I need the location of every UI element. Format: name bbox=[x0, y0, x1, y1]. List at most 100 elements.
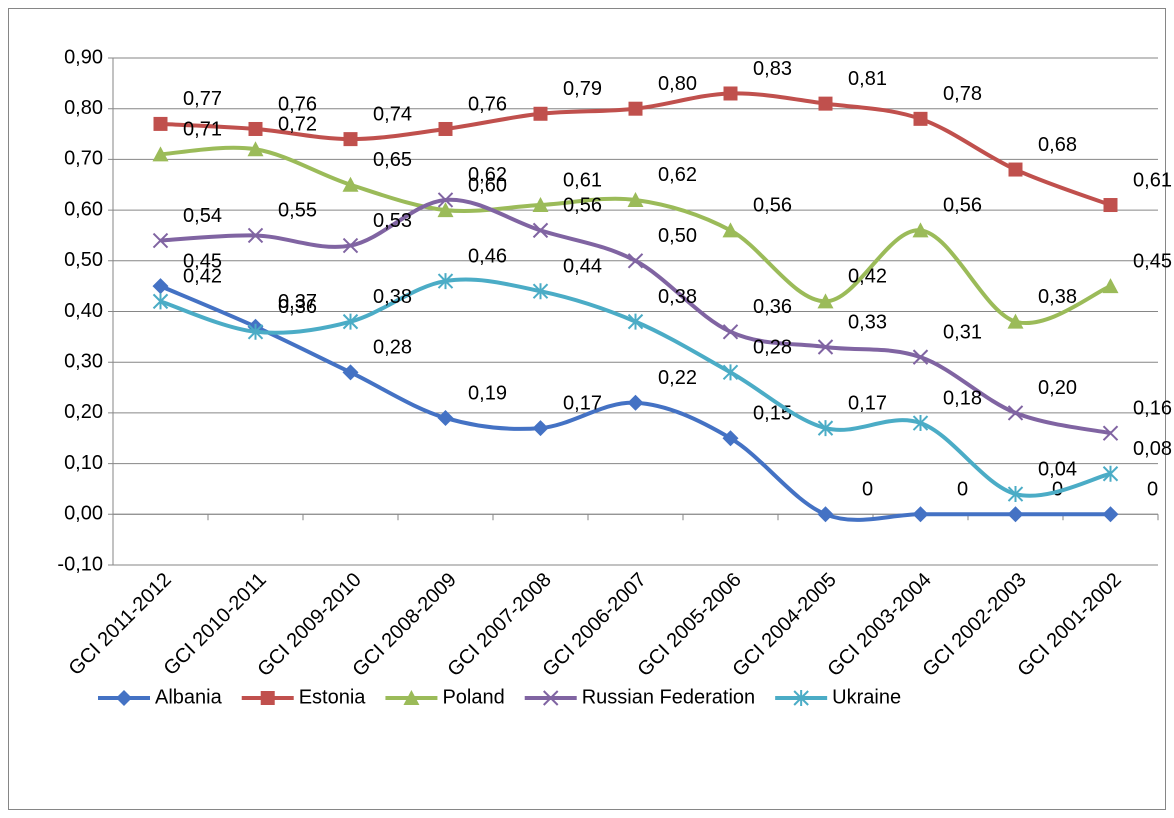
marker bbox=[913, 111, 928, 126]
marker bbox=[722, 430, 739, 447]
series-line bbox=[159, 277, 1111, 498]
y-tick-label: 0,70 bbox=[64, 148, 103, 170]
data-label: 0,61 bbox=[563, 169, 602, 191]
data-label: 0,56 bbox=[563, 195, 602, 217]
marker bbox=[247, 227, 264, 244]
data-label: 0,72 bbox=[278, 114, 317, 136]
data-label: 0,45 bbox=[1133, 250, 1172, 272]
legend-label: Estonia bbox=[299, 686, 367, 708]
marker bbox=[627, 191, 644, 207]
y-tick-label: -0,10 bbox=[57, 553, 103, 575]
data-label: 0,15 bbox=[753, 403, 792, 425]
data-label: 0,17 bbox=[848, 392, 887, 414]
marker bbox=[1102, 278, 1119, 294]
marker bbox=[342, 237, 359, 254]
marker bbox=[722, 364, 739, 381]
data-label: 0,38 bbox=[658, 286, 697, 308]
marker bbox=[342, 176, 359, 192]
marker bbox=[1007, 313, 1024, 329]
marker bbox=[627, 394, 644, 411]
data-label: 0,44 bbox=[563, 256, 602, 278]
data-label: 0,28 bbox=[753, 337, 792, 359]
series-line bbox=[160, 145, 1112, 326]
data-label: 0,76 bbox=[278, 93, 317, 115]
data-label: 0,80 bbox=[658, 73, 697, 95]
marker bbox=[248, 121, 263, 136]
marker bbox=[912, 415, 929, 432]
y-tick-label: 0,80 bbox=[64, 97, 103, 119]
y-tick-label: 0,10 bbox=[64, 452, 103, 474]
y-tick-label: 0,60 bbox=[64, 198, 103, 220]
data-label: 0,22 bbox=[658, 367, 697, 389]
marker bbox=[912, 349, 929, 365]
y-tick-label: 0,40 bbox=[64, 300, 103, 322]
data-label: 0,74 bbox=[373, 103, 412, 125]
data-label: 0,37 bbox=[278, 291, 317, 313]
marker bbox=[1007, 506, 1024, 523]
marker bbox=[532, 197, 549, 213]
marker bbox=[627, 313, 644, 330]
marker bbox=[437, 409, 454, 426]
marker bbox=[817, 293, 834, 309]
data-label: 0,42 bbox=[183, 266, 222, 288]
data-label: 0,42 bbox=[848, 266, 887, 288]
marker bbox=[437, 273, 454, 290]
data-label: 0,04 bbox=[1038, 458, 1077, 480]
data-label: 0,33 bbox=[848, 311, 887, 333]
marker bbox=[1008, 162, 1023, 177]
data-label: 0,19 bbox=[468, 382, 507, 404]
data-label: 0,62 bbox=[468, 164, 507, 186]
marker bbox=[817, 506, 834, 523]
marker bbox=[543, 690, 559, 706]
marker bbox=[152, 293, 169, 310]
data-label: 0,76 bbox=[468, 93, 507, 115]
y-tick-label: 0,50 bbox=[64, 249, 103, 271]
marker bbox=[1102, 506, 1119, 523]
marker bbox=[723, 86, 738, 101]
data-label: 0,56 bbox=[753, 195, 792, 217]
data-label: 0,56 bbox=[943, 195, 982, 217]
data-label: 0,16 bbox=[1133, 397, 1172, 419]
data-label: 0,68 bbox=[1038, 134, 1077, 156]
data-label: 0,71 bbox=[183, 119, 222, 141]
y-tick-label: 0,90 bbox=[64, 46, 103, 68]
data-label: 0,83 bbox=[753, 58, 792, 80]
data-label: 0,53 bbox=[373, 210, 412, 232]
marker bbox=[1007, 405, 1024, 421]
data-label: 0,79 bbox=[563, 78, 602, 100]
marker bbox=[116, 690, 132, 706]
marker bbox=[1102, 465, 1119, 482]
marker bbox=[152, 232, 169, 249]
data-label: 0,20 bbox=[1038, 377, 1077, 399]
marker bbox=[532, 222, 549, 239]
data-label: 0,78 bbox=[943, 83, 982, 105]
data-label: 0,36 bbox=[278, 296, 317, 318]
marker bbox=[343, 132, 358, 147]
data-label: 0,55 bbox=[278, 200, 317, 222]
data-label: 0,36 bbox=[753, 296, 792, 318]
marker bbox=[342, 364, 359, 381]
y-tick-label: 0,30 bbox=[64, 350, 103, 372]
marker bbox=[912, 222, 929, 238]
data-label: 0,54 bbox=[183, 205, 222, 227]
data-label: 0,28 bbox=[373, 337, 412, 359]
legend-label: Russian Federation bbox=[582, 686, 755, 708]
data-label: 0 bbox=[1147, 479, 1158, 501]
marker bbox=[153, 116, 168, 131]
data-label: 0,38 bbox=[373, 286, 412, 308]
marker bbox=[342, 313, 359, 330]
marker bbox=[1102, 425, 1119, 441]
marker bbox=[532, 283, 549, 300]
y-tick-label: 0,20 bbox=[64, 401, 103, 423]
marker bbox=[152, 146, 169, 162]
marker bbox=[532, 420, 549, 437]
marker bbox=[817, 339, 834, 355]
legend-label: Poland bbox=[442, 686, 504, 708]
chart-border bbox=[8, 8, 1166, 810]
marker bbox=[152, 278, 169, 295]
data-label: 0,65 bbox=[373, 149, 412, 171]
y-tick-label: 0,00 bbox=[64, 503, 103, 525]
marker bbox=[1103, 198, 1118, 213]
data-label: 0,18 bbox=[943, 387, 982, 409]
marker bbox=[912, 506, 929, 523]
